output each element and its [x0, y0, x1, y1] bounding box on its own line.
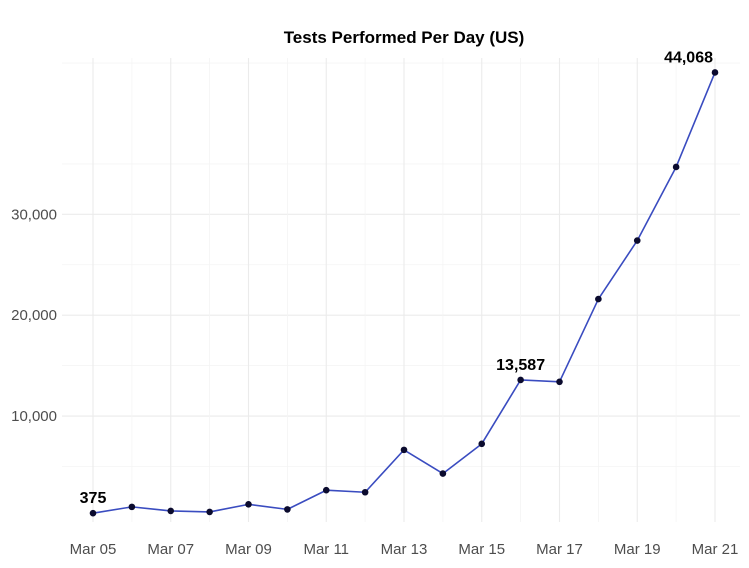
data-labels: 375 13,587 44,068 [80, 49, 713, 507]
x-tick-label: Mar 17 [536, 541, 583, 558]
y-axis-tick-labels: 10,000 20,000 30,000 [11, 206, 57, 425]
data-point [595, 295, 602, 303]
x-tick-label: Mar 13 [381, 541, 428, 558]
x-tick-label: Mar 21 [692, 541, 739, 558]
data-point [517, 376, 524, 384]
grid [62, 58, 740, 522]
y-tick-label: 30,000 [11, 206, 57, 223]
x-tick-label: Mar 19 [614, 541, 661, 558]
data-label: 13,587 [496, 357, 545, 374]
y-tick-label: 20,000 [11, 307, 57, 324]
data-point [556, 378, 563, 386]
x-tick-label: Mar 15 [458, 541, 505, 558]
data-point [633, 237, 641, 244]
data-point [711, 69, 719, 76]
data-point [167, 507, 175, 515]
data-point [322, 486, 330, 494]
y-tick-label: 10,000 [11, 408, 57, 425]
data-point [206, 508, 213, 516]
data-point [478, 440, 486, 448]
x-tick-label: Mar 05 [70, 541, 117, 558]
data-point [400, 446, 408, 454]
data-label: 375 [80, 490, 107, 507]
x-tick-label: Mar 09 [225, 541, 272, 558]
x-tick-label: Mar 11 [303, 541, 349, 558]
data-point [128, 503, 136, 511]
data-point [245, 501, 252, 508]
data-points [89, 69, 719, 517]
data-label: 44,068 [664, 49, 713, 66]
chart-title: Tests Performed Per Day (US) [284, 28, 525, 47]
data-point [439, 470, 447, 477]
data-point [672, 163, 680, 171]
data-point [284, 506, 291, 513]
x-tick-label: Mar 07 [147, 541, 194, 558]
x-axis-tick-labels: Mar 05 Mar 07 Mar 09 Mar 11 Mar 13 Mar 15 Mar … [70, 541, 739, 558]
data-point [361, 488, 369, 496]
data-point [89, 509, 97, 517]
